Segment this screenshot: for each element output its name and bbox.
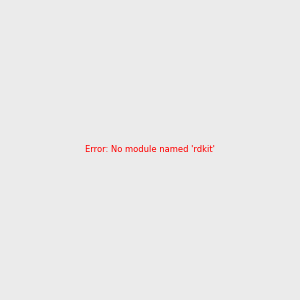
Text: Error: No module named 'rdkit': Error: No module named 'rdkit'	[85, 146, 215, 154]
